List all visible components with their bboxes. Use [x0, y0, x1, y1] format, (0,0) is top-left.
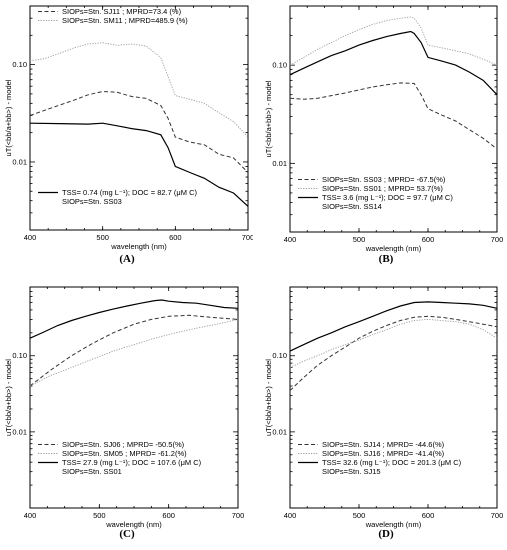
chart-panel-b: 400 500 600 700 0.01 0.10 wavelength (nm) uT(<b… — [264, 5, 504, 253]
x-tick-label: 500 — [353, 511, 366, 520]
x-tick-label: 500 — [93, 511, 106, 520]
legend-entry: TSS= 0.74 (mg L⁻¹); DOC = 82.7 (μM C) — [62, 188, 197, 197]
chart-panel-a: 400 500 600 700 0.01 0.10 wavelength (nm) uT(<b… — [4, 5, 253, 251]
legend-entry: SIOPs=Stn. SJ16 ; MPRD= -41.4(%) — [322, 449, 445, 458]
x-tick-label: 400 — [24, 511, 37, 520]
y-tick-label: 0.10 — [272, 351, 287, 360]
x-tick-label: 600 — [162, 511, 175, 520]
x-tick-label: 500 — [96, 233, 109, 242]
series-line-solid — [29, 122, 249, 207]
series-line-solid — [289, 301, 498, 352]
x-axis-label: wavelength (nm) — [110, 242, 167, 251]
legend-entry: TSS= 3.6 (mg L⁻¹); DOC = 97.7 (μM C) — [322, 193, 453, 202]
series-line-dotted — [29, 318, 239, 387]
x-tick-label: 400 — [284, 511, 297, 520]
legend-entry: SIOPs=Stn. SJ06 ; MPRD= -50.5(%) — [62, 440, 185, 449]
x-tick-label: 400 — [24, 233, 37, 242]
y-tick-label: 0.01 — [272, 159, 287, 168]
y-axis-label: uT(<bb/a+bb>) - model — [264, 359, 273, 436]
series-line-dotted — [289, 318, 498, 368]
chart-panel-c: 400 500 600 700 0.01 0.10 wavelength (nm) uT(<b… — [4, 286, 245, 529]
y-tick-label: 0.01 — [12, 427, 27, 436]
series-line-dashed — [29, 314, 239, 387]
x-tick-label: 700 — [491, 235, 504, 244]
x-axis-label: wavelength (nm) — [365, 244, 422, 253]
x-tick-label: 500 — [353, 235, 366, 244]
series-line-dashed — [289, 82, 498, 150]
legend-entry: SIOPs=Stn. SM11 ; MPRD=485.9 (%) — [62, 16, 188, 25]
legend-entry: SIOPs=Stn. SJ14 ; MPRD= -44.6(%) — [322, 440, 445, 449]
x-tick-label: 600 — [169, 233, 182, 242]
series-line-dotted — [29, 42, 249, 138]
panel-caption-c: (C) — [119, 528, 135, 540]
y-tick-label: 0.10 — [12, 351, 27, 360]
y-tick-label: 0.10 — [12, 60, 27, 69]
x-tick-label: 600 — [422, 235, 435, 244]
y-tick-label: 0.01 — [272, 427, 287, 436]
series-line-dotted — [289, 16, 498, 66]
legend-entry: TSS= 27.9 (mg L⁻¹); DOC = 107.6 (μM C) — [62, 458, 202, 467]
chart-panel-d: 400 500 600 700 0.01 0.10 wavelength (nm) uT(<b… — [264, 286, 504, 529]
legend-entry: SIOPs=Stn. SS03 ; MPRD= -67.5(%) — [322, 175, 446, 184]
panel-caption-b: (B) — [378, 253, 394, 265]
series-line-dashed — [289, 315, 498, 391]
x-tick-label: 700 — [242, 233, 253, 242]
y-axis-label: uT(<bb/a+bb>) - model — [4, 359, 13, 436]
x-axis-label: wavelength (nm) — [105, 520, 162, 529]
legend-entry: TSS= 32.6 (mg L⁻¹); DOC = 201.3 (μM C) — [322, 458, 462, 467]
series-line-dashed — [29, 90, 249, 173]
panel-caption-d: (D) — [378, 528, 394, 540]
series-line-solid — [29, 299, 239, 339]
legend-entry: SIOPs=Stn. SJ15 — [322, 467, 381, 476]
x-tick-label: 400 — [284, 235, 297, 244]
legend-entry: SIOPs=Stn. SJ11 ; MPRD=73.4 (%) — [62, 7, 182, 16]
y-axis-label: uT(<bb/a+bb>) - model — [264, 80, 273, 157]
legend-entry: SIOPs=Stn. SS01 ; MPRD= 53.7(%) — [322, 184, 443, 193]
legend-entry: SIOPs=Stn. SM05 ; MPRD= -61.2(%) — [62, 449, 187, 458]
y-axis-label: uT(<bb/a+bb>) - model — [4, 79, 13, 156]
y-tick-label: 0.01 — [12, 157, 27, 166]
x-tick-label: 600 — [422, 511, 435, 520]
y-tick-label: 0.10 — [272, 61, 287, 70]
series-line-solid — [289, 30, 498, 96]
panel-caption-a: (A) — [119, 253, 135, 265]
legend-entry: SIOPs=Stn. SS01 — [62, 467, 122, 476]
x-axis-label: wavelength (nm) — [365, 520, 422, 529]
x-tick-label: 700 — [232, 511, 245, 520]
legend-entry: SIOPs=Stn. SS03 — [62, 197, 122, 206]
legend-entry: SIOPs=Stn. SS14 — [322, 202, 382, 211]
x-tick-label: 700 — [491, 511, 504, 520]
